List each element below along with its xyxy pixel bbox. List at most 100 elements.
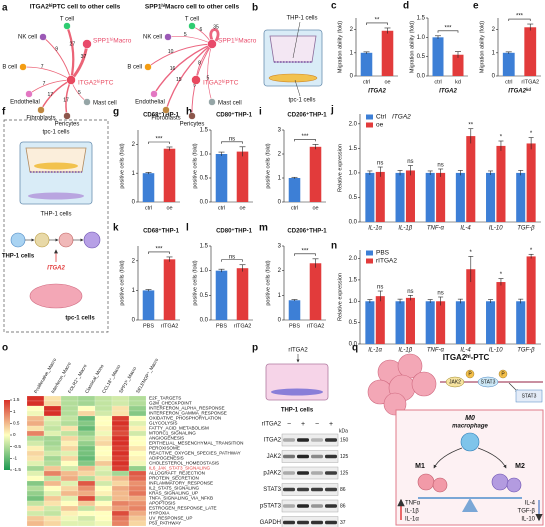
phospho — [465, 369, 475, 379]
y-tick-label: 1.5 — [349, 277, 358, 283]
heat-cell — [77, 510, 96, 517]
node-label: Fibroblasts — [26, 116, 55, 122]
panel-letter: g — [113, 107, 119, 118]
significance: ns — [229, 136, 235, 142]
significance-bracket — [148, 251, 170, 254]
heat-cell — [94, 425, 113, 432]
heat-cell — [94, 465, 113, 472]
heat-cell — [43, 450, 62, 457]
bar — [526, 256, 536, 344]
band — [311, 438, 323, 442]
phospho — [498, 369, 508, 379]
y-axis-label: positive cells (fold) — [119, 260, 125, 305]
heat-cell — [111, 515, 130, 522]
heat-cell — [94, 430, 113, 437]
x-tick-label: ctrl — [505, 79, 512, 85]
node-label: NK cell — [18, 35, 37, 41]
blot-strip — [281, 450, 339, 463]
heat-cell — [77, 440, 96, 447]
row-label: MTORC1_SIGNALING — [149, 431, 196, 436]
bar — [375, 171, 385, 222]
significance-bracket — [437, 30, 459, 33]
edge-label: 17 — [47, 92, 53, 98]
edge-label: 9 — [193, 83, 196, 89]
heat-cell — [60, 480, 79, 487]
edge-label: 5 — [184, 32, 187, 38]
m2-cell — [506, 477, 522, 493]
x-axis-label: ITGA2ᵏᵈ — [508, 88, 531, 95]
row-label: APOPTOSIS — [149, 501, 175, 506]
colorbar-label: -1 — [13, 456, 18, 461]
label: IL-1β — [405, 509, 419, 515]
edge-label: 10 — [168, 49, 174, 55]
row-label: INTERFERON_ALPHA_RESPONSE — [149, 406, 225, 411]
heat-cell — [111, 450, 130, 457]
heat-cell — [94, 460, 113, 467]
heat-cell — [111, 410, 130, 417]
y-axis-label: Migration ability (fold) — [409, 21, 415, 73]
heat-cell — [60, 510, 79, 517]
heat-cell — [43, 520, 62, 527]
label: tpc-1 cells — [65, 316, 95, 322]
heat-cell — [128, 400, 147, 407]
heat-cell — [26, 420, 45, 427]
edge-label: 16 — [170, 66, 176, 72]
heat-cell — [26, 490, 45, 497]
heat-cell — [26, 505, 45, 512]
bar — [288, 300, 301, 320]
blot-strip — [281, 433, 339, 447]
heat-cell — [94, 475, 113, 482]
panel-letter: p — [252, 343, 258, 354]
heat-cell — [60, 520, 79, 527]
bar — [215, 270, 228, 320]
node-label: Endothelial — [135, 100, 165, 106]
protein-label: STAT3 — [263, 487, 281, 493]
heat-cell — [128, 425, 147, 432]
x-tick-label: IL-1α — [368, 348, 382, 354]
heat-cell — [128, 430, 147, 437]
significance-bracket — [148, 141, 170, 144]
y-tick-label: 1 — [132, 171, 136, 177]
bar — [381, 30, 394, 76]
panel-letter: i — [259, 107, 262, 118]
y-tick-label: 0.0 — [200, 200, 209, 206]
m2-cell — [491, 473, 509, 491]
bar — [502, 52, 515, 76]
heat-cell — [111, 455, 130, 462]
significance: * — [500, 135, 503, 141]
protein-label: ITGA2 — [264, 438, 282, 444]
heat-cell — [111, 475, 130, 482]
stat3 — [477, 376, 499, 388]
row-label: INTERFERON_GAMMA_RESPONSE — [149, 411, 227, 416]
row-label: G2M_CHECKPOINT — [149, 401, 192, 406]
y-tick-label: 2.0 — [349, 256, 358, 262]
row-label: PEROXISOME — [149, 446, 180, 451]
node — [37, 106, 45, 114]
y-tick-label: 0 — [132, 318, 136, 324]
edge — [153, 43, 213, 95]
y-tick-label: 0 — [278, 200, 282, 206]
y-tick-label: 1 — [492, 50, 496, 56]
heat-cell — [43, 460, 62, 467]
heat-cell — [43, 475, 62, 482]
heat-cell — [26, 410, 45, 417]
bar — [455, 172, 465, 222]
x-tick-label: ctrl — [145, 205, 152, 211]
panel-letter: e — [473, 1, 479, 12]
heat-cell — [60, 460, 79, 467]
significance-bracket — [221, 259, 243, 262]
heat-cell — [60, 405, 79, 412]
y-tick-label: 0 — [278, 318, 282, 324]
row-label: TNFA_SIGNALING_VIA_NFKB — [149, 496, 213, 501]
bar — [142, 290, 155, 320]
heat-cell — [94, 440, 113, 447]
column-label: SPP1ʰⁱ_Macro — [117, 365, 137, 394]
band — [311, 504, 323, 508]
node — [82, 39, 92, 49]
label: ITGA2ʰⁱ-PTC — [443, 352, 490, 362]
edge — [209, 28, 220, 42]
node-label: SPP1ʰⁱMacro — [218, 37, 257, 45]
heat-cell — [111, 480, 130, 487]
bar — [526, 143, 536, 222]
